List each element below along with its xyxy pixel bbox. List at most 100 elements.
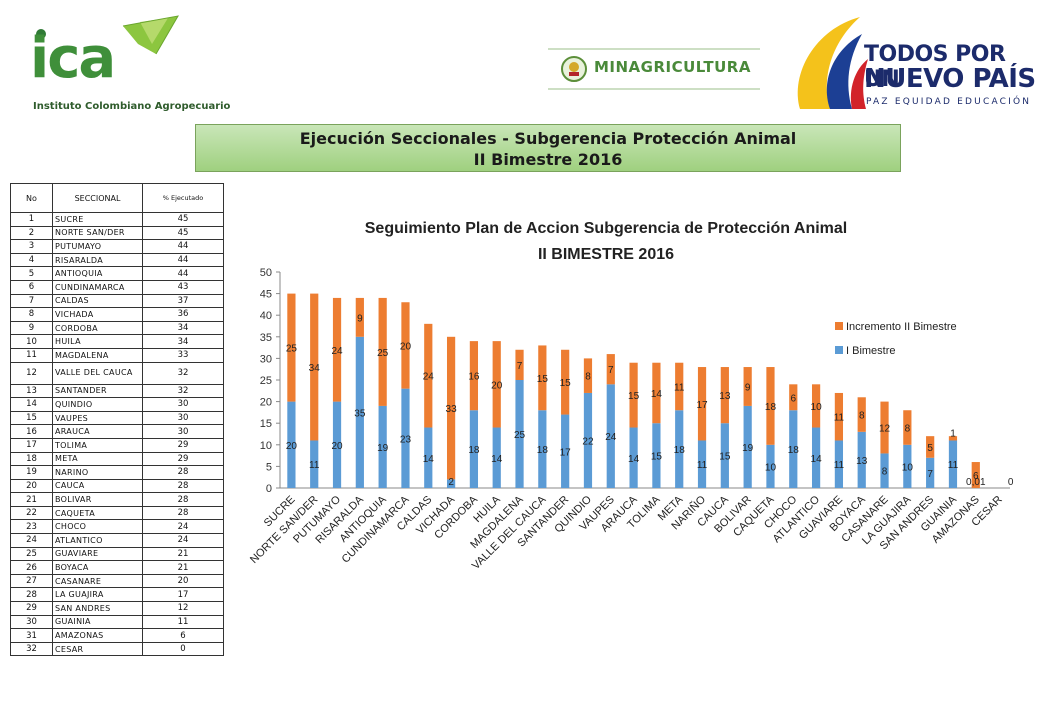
bar-i-bimestre [492,427,501,488]
cell-no: 23 [10,519,53,535]
cell-pct: 32 [142,361,224,385]
bar-incremento-ii-bimestre [857,397,866,432]
bars: 2025113420243591925232014242331816142025… [286,293,1014,488]
cell-no: 7 [10,293,53,309]
data-label-i-bimestre: 14 [423,454,435,465]
execution-table: No SECCIONAL % Ejecutado 1 SUCRE 45 2 NORTE … [10,183,224,657]
bar-incremento-ii-bimestre [287,293,296,402]
data-label-incremento: 15 [537,374,549,385]
data-label-incremento: 0 [1008,477,1014,488]
cell-name: GUAINIA [52,614,143,630]
cell-no: 28 [10,587,53,603]
y-tick-label: 5 [266,461,272,473]
bar-incremento-ii-bimestre [310,293,319,441]
bar-i-bimestre [629,427,638,488]
bar-i-bimestre [834,440,844,488]
table-row: 1 SUCRE 45 [10,212,224,227]
bar-i-bimestre [583,392,593,488]
cell-name: CHOCO [52,519,143,535]
stacked-bar-chart: Seguimiento Plan de Accion Subgerencia d… [248,220,1014,572]
cell-pct: 28 [142,478,224,494]
cell-name: QUINDIO [52,397,143,412]
bar-incremento-ii-bimestre [515,349,524,380]
data-label-incremento: 1 [950,428,956,439]
chart-legend: Incremento II Bimestre I Bimestre [835,321,957,357]
bar-incremento-ii-bimestre [766,367,775,445]
data-label-incremento: 6 [791,393,797,404]
data-label-i-bimestre: 15 [719,452,731,463]
cell-name: BOYACA [52,560,143,575]
data-label-incremento: 34 [309,363,321,374]
table-row: 9 CORDOBA 34 [10,320,224,336]
data-label-i-bimestre: 19 [377,443,389,454]
cell-name: NORTE SAN/DER [52,225,143,241]
cell-no: 26 [10,560,53,575]
table-row: 14 QUINDIO 30 [10,397,224,412]
data-label-incremento: 20 [400,341,412,352]
cell-pct: 44 [142,266,224,281]
bar-i-bimestre [561,414,570,488]
data-label-i-bimestre: 18 [674,445,686,456]
table-row: 5 ANTIOQUIA 44 [10,266,224,281]
bar-incremento-ii-bimestre [355,297,364,337]
todos-line2: NUEVO PAÍS [864,64,1036,94]
bar-i-bimestre [424,427,433,488]
cell-no: 9 [10,320,53,336]
bar-i-bimestre [469,410,479,488]
legend-swatch [835,346,843,354]
table-row: 15 VAUPES 30 [10,410,224,426]
bar-incremento-ii-bimestre [675,362,684,411]
cell-pct: 30 [142,410,224,426]
table-row: 29 SAN ANDRES 12 [10,601,224,616]
cell-pct: 17 [142,587,224,603]
ica-subtitle: Instituto Colombiano Agropecuario [33,101,231,112]
cell-name: VALLE DEL CAUCA [52,361,143,385]
bar-i-bimestre [811,427,821,488]
cell-pct: 45 [142,225,224,241]
cell-name: SANTANDER [52,383,143,399]
cell-pct: 29 [142,437,224,453]
table-row: 3 PUTUMAYO 44 [10,239,224,254]
table-row: 32 CESAR 0 [10,641,224,657]
data-label-i-bimestre: 17 [560,447,572,458]
cell-pct: 21 [142,546,224,562]
cell-no: 27 [10,573,53,589]
cell-name: CAQUETA [52,505,143,521]
cell-no: 31 [10,628,53,643]
legend-label: Incremento II Bimestre [846,321,957,333]
data-label-i-bimestre: 23 [400,434,412,445]
y-tick-label: 15 [260,418,272,430]
table-row: 16 ARAUCA 30 [10,424,224,439]
cell-pct: 28 [142,465,224,480]
data-label-incremento: 24 [331,346,343,357]
cell-no: 19 [10,465,53,480]
data-label-incremento: 8 [585,372,591,383]
ica-logo [36,15,179,55]
bar-incremento-ii-bimestre [561,349,570,415]
bar-incremento-ii-bimestre [903,410,912,445]
bar-incremento-ii-bimestre [606,354,615,385]
data-label-i-bimestre: 8 [882,467,888,478]
bar-i-bimestre [310,440,319,488]
bar-i-bimestre [538,410,547,488]
table-row: 25 GUAVIARE 21 [10,546,224,562]
data-label-i-bimestre: 7 [927,469,933,480]
cell-pct: 37 [142,293,224,309]
bar-i-bimestre [652,423,661,488]
data-label-i-bimestre: 20 [331,441,343,452]
cell-name: PUTUMAYO [52,239,143,254]
y-tick-label: 10 [260,440,272,452]
bar-i-bimestre [789,410,798,488]
cell-name: BOLIVAR [52,492,143,507]
data-label-i-bimestre: 22 [582,436,594,447]
table-row: 30 GUAINIA 11 [10,614,224,630]
todos-line3: PAZ EQUIDAD EDUCACIÓN [866,97,1032,107]
bar-i-bimestre [743,405,752,488]
table-row: 6 CUNDINAMARCA 43 [10,279,224,295]
cell-no: 32 [10,641,53,657]
table-row: 22 CAQUETA 28 [10,505,224,521]
data-label-i-bimestre: 0,01 [966,477,986,488]
table-row: 10 HUILA 34 [10,334,224,349]
table-row: 12 VALLE DEL CAUCA 32 [10,361,224,385]
y-tick-label: 0 [266,483,272,495]
